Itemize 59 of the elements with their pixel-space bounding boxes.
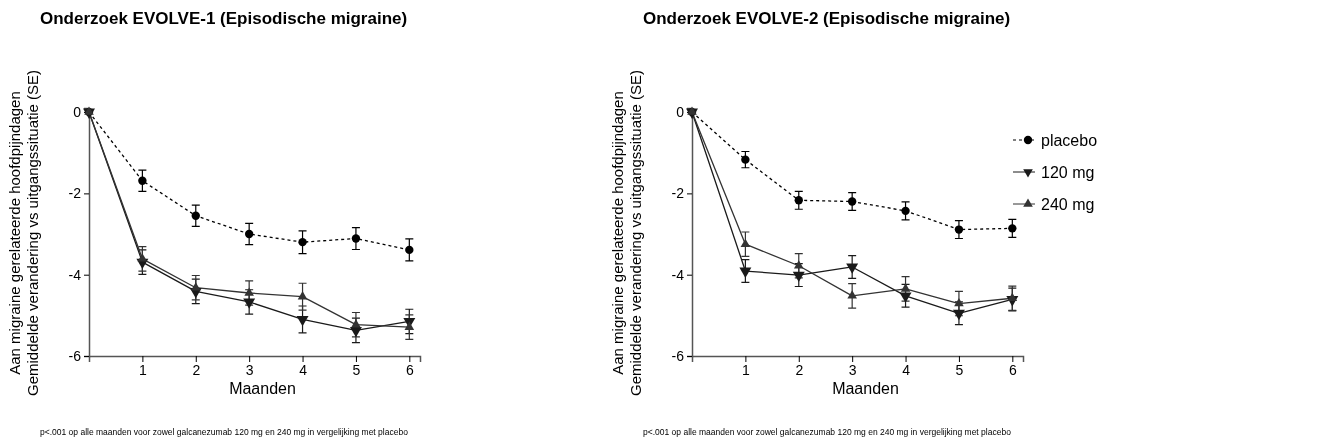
point (137, 253, 148, 262)
y-tick-label: -4 (68, 266, 82, 283)
legend-label: placebo (1041, 132, 1098, 149)
point (901, 206, 910, 216)
x-tick-label: 5 (955, 361, 964, 378)
point (952, 309, 965, 321)
point (298, 237, 307, 247)
y-tick-label: -6 (68, 347, 82, 364)
x-tick-label: 4 (299, 361, 308, 378)
point (244, 287, 254, 296)
chart-title: Onderzoek EVOLVE-2 (Episodische migraine) (643, 9, 1011, 28)
x-tick-label: 6 (1008, 361, 1017, 378)
point (296, 315, 309, 327)
text: p<.001 op alle maanden voor zowel galcanezumab 120 mg en 240 mg in vergelijking met placebo (40, 427, 409, 437)
point (794, 196, 803, 205)
point (847, 197, 857, 206)
y-axis-title: Aan migraine gerelateerde hoofdpijndagen Gemiddelde verandering vs uitgangssituatie (SE) (609, 69, 644, 397)
x-tick-label: 1 (741, 361, 750, 378)
y-tick-label: 0 (676, 104, 685, 121)
x-tick-label: 1 (138, 361, 147, 378)
legend-label: 240 mg (1041, 196, 1095, 213)
point (349, 326, 362, 338)
x-axis-title: Maanden (832, 380, 899, 397)
point (191, 211, 200, 220)
y-tick-label: -2 (68, 185, 82, 202)
y-tick-label: -6 (671, 347, 685, 364)
y-tick-label: 0 (73, 104, 82, 121)
x-tick-label: 5 (352, 361, 361, 378)
x-tick-label: 2 (192, 361, 201, 378)
text: p<.001 op alle maanden voor zowel galcanezumab 120 mg en 240 mg in vergelijking met placebo (643, 427, 1012, 437)
y-tick-label: -4 (671, 266, 685, 283)
x-tick-label: 4 (902, 361, 911, 378)
point (954, 225, 964, 234)
point (740, 238, 751, 247)
point (899, 292, 912, 303)
point (297, 291, 308, 300)
point (244, 229, 254, 239)
point (1007, 292, 1018, 302)
point (792, 271, 805, 282)
chart-title: Onderzoek EVOLVE-1 (Episodische migraine) (40, 9, 408, 28)
point (793, 260, 804, 269)
point (846, 263, 859, 274)
point (847, 290, 857, 299)
point (243, 298, 256, 309)
x-tick-label: 3 (245, 361, 254, 378)
x-tick-label: 3 (848, 361, 857, 378)
point (741, 155, 750, 164)
point (351, 234, 361, 243)
x-tick-label: 6 (405, 361, 414, 378)
y-axis-title: Aan migraine gerelateerde hoofdpijndagen Gemiddelde verandering vs uitgangssituatie (SE) (6, 69, 41, 397)
point (405, 245, 414, 255)
point (739, 267, 752, 278)
x-axis-title: Maanden (229, 380, 296, 397)
y-tick-label: -2 (671, 185, 685, 202)
legend-label: 120 mg (1041, 164, 1095, 181)
point (1008, 224, 1017, 233)
point (138, 176, 147, 185)
point (954, 298, 964, 307)
x-tick-label: 2 (795, 361, 804, 378)
